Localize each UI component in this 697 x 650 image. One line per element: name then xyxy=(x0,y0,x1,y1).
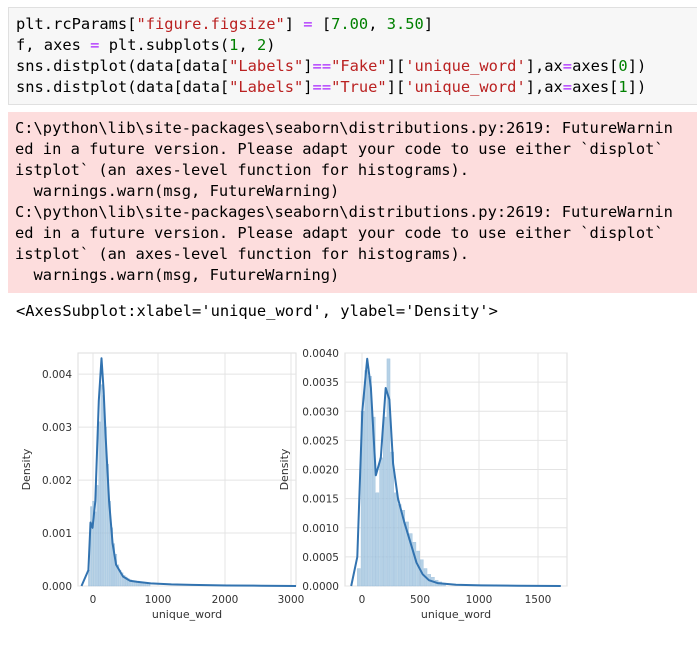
histogram-bar xyxy=(88,569,91,587)
y-tick-label: 0.003 xyxy=(42,422,72,434)
y-tick-label: 0.0025 xyxy=(302,435,339,447)
histogram-bar xyxy=(117,564,120,587)
histogram-bar xyxy=(115,554,118,587)
execute-result: <AxesSubplot:xlabel='unique_word', ylabe… xyxy=(16,302,498,320)
histogram-bar xyxy=(100,384,103,587)
histogram-bar xyxy=(408,533,413,587)
histogram-bar xyxy=(397,504,402,587)
stderr-line: warnings.warn(msg, FutureWarning) xyxy=(15,266,340,284)
y-tick-label: 0.002 xyxy=(42,475,72,487)
kde-line xyxy=(350,357,561,587)
histogram-bar xyxy=(386,358,391,587)
histogram-bar xyxy=(121,572,124,587)
code-cell[interactable]: plt.rcParams["figure.figsize"] = [7.00, … xyxy=(8,7,697,105)
histogram-bar xyxy=(125,576,128,587)
histogram-bar xyxy=(92,501,95,587)
histogram-bar xyxy=(401,510,406,587)
y-tick-label: 0.0035 xyxy=(302,377,339,389)
histogram-bar xyxy=(129,579,132,587)
x-tick-label: 1500 xyxy=(525,594,552,606)
figure: 0.0000.0010.0020.0030.0040 1000 2000 3000un… xyxy=(20,348,568,621)
x-tick-label: 3000 xyxy=(278,594,305,606)
x-tick-label: 2000 xyxy=(212,594,239,606)
x-tick-label: 500 xyxy=(410,594,430,606)
code-line-1: plt.rcParams["figure.figsize"] = [7.00, … xyxy=(16,15,434,33)
y-tick-label: 0.0005 xyxy=(302,552,339,564)
y-tick-label: 0.0030 xyxy=(302,406,339,418)
histogram-bar xyxy=(90,506,93,587)
stderr-line: ed in a future version. Please adapt you… xyxy=(15,224,664,242)
stderr-output: C:\python\lib\site-packages\seaborn\dist… xyxy=(8,112,697,293)
histogram-bar xyxy=(371,416,376,587)
y-tick-label: 0.004 xyxy=(42,369,72,381)
x-tick-label: 0 xyxy=(90,594,97,606)
histogram-bar xyxy=(412,542,417,587)
histogram-bar xyxy=(405,521,409,587)
histogram-bar xyxy=(94,511,97,587)
histogram-bar xyxy=(98,421,101,587)
y-tick-label: 0.000 xyxy=(42,581,72,593)
histogram-bar xyxy=(375,492,380,587)
stderr-line: C:\python\lib\site-packages\seaborn\dist… xyxy=(15,119,673,137)
stderr-line: ed in a future version. Please adapt you… xyxy=(15,140,664,158)
histogram-bar xyxy=(394,492,398,587)
histogram-bar xyxy=(379,457,383,587)
histogram-bar xyxy=(383,416,387,587)
x-axis-label: unique_word xyxy=(152,608,222,621)
x-tick-label: 0 xyxy=(359,594,366,606)
y-tick-label: 0.0010 xyxy=(302,523,339,535)
histogram-bar xyxy=(142,583,145,587)
x-tick-label: 1000 xyxy=(466,594,493,606)
histogram-bar xyxy=(127,578,130,587)
y-tick-label: 0.0040 xyxy=(302,348,339,360)
y-tick-label: 0.0000 xyxy=(302,581,339,593)
y-axis-label: Density xyxy=(278,448,291,490)
x-tick-label: 1000 xyxy=(145,594,172,606)
stderr-line: warnings.warn(msg, FutureWarning) xyxy=(15,182,340,200)
y-axis-label: Density xyxy=(20,448,33,490)
histogram-bar xyxy=(96,485,99,587)
histogram-bar xyxy=(390,451,394,587)
y-tick-label: 0.0020 xyxy=(302,465,339,477)
histogram-bar xyxy=(357,568,361,587)
code-line-2: f, axes = plt.subplots(1, 2) xyxy=(16,36,276,54)
subplot-true: 0.0000 0.0005 0.0010 0.0015 0.0020 0.0025 0.00… xyxy=(278,348,568,621)
histogram-bar xyxy=(113,543,115,587)
subplot-fake: 0.000 0.001 0.002 0.003 0.004 0 1000 2000 3000 un… xyxy=(20,352,305,621)
histogram-bar xyxy=(123,575,126,587)
y-tick-label: 0.0015 xyxy=(302,494,339,506)
kde-line xyxy=(80,357,297,587)
code-line-4: sns.distplot(data[data["Labels"]=="True"… xyxy=(16,78,647,96)
stderr-line: istplot` (an axes-level function for his… xyxy=(15,161,470,179)
histogram-bar xyxy=(364,370,369,587)
histogram-bar xyxy=(144,583,147,587)
y-tick-label: 0.001 xyxy=(42,528,72,540)
histogram-bar xyxy=(146,583,149,587)
histogram-bar xyxy=(148,584,151,587)
x-axis-label: unique_word xyxy=(421,608,491,621)
code-line-3: sns.distplot(data[data["Labels"]=="Fake"… xyxy=(16,57,647,75)
stderr-line: C:\python\lib\site-packages\seaborn\dist… xyxy=(15,203,673,221)
stderr-line: istplot` (an axes-level function for his… xyxy=(15,245,470,263)
